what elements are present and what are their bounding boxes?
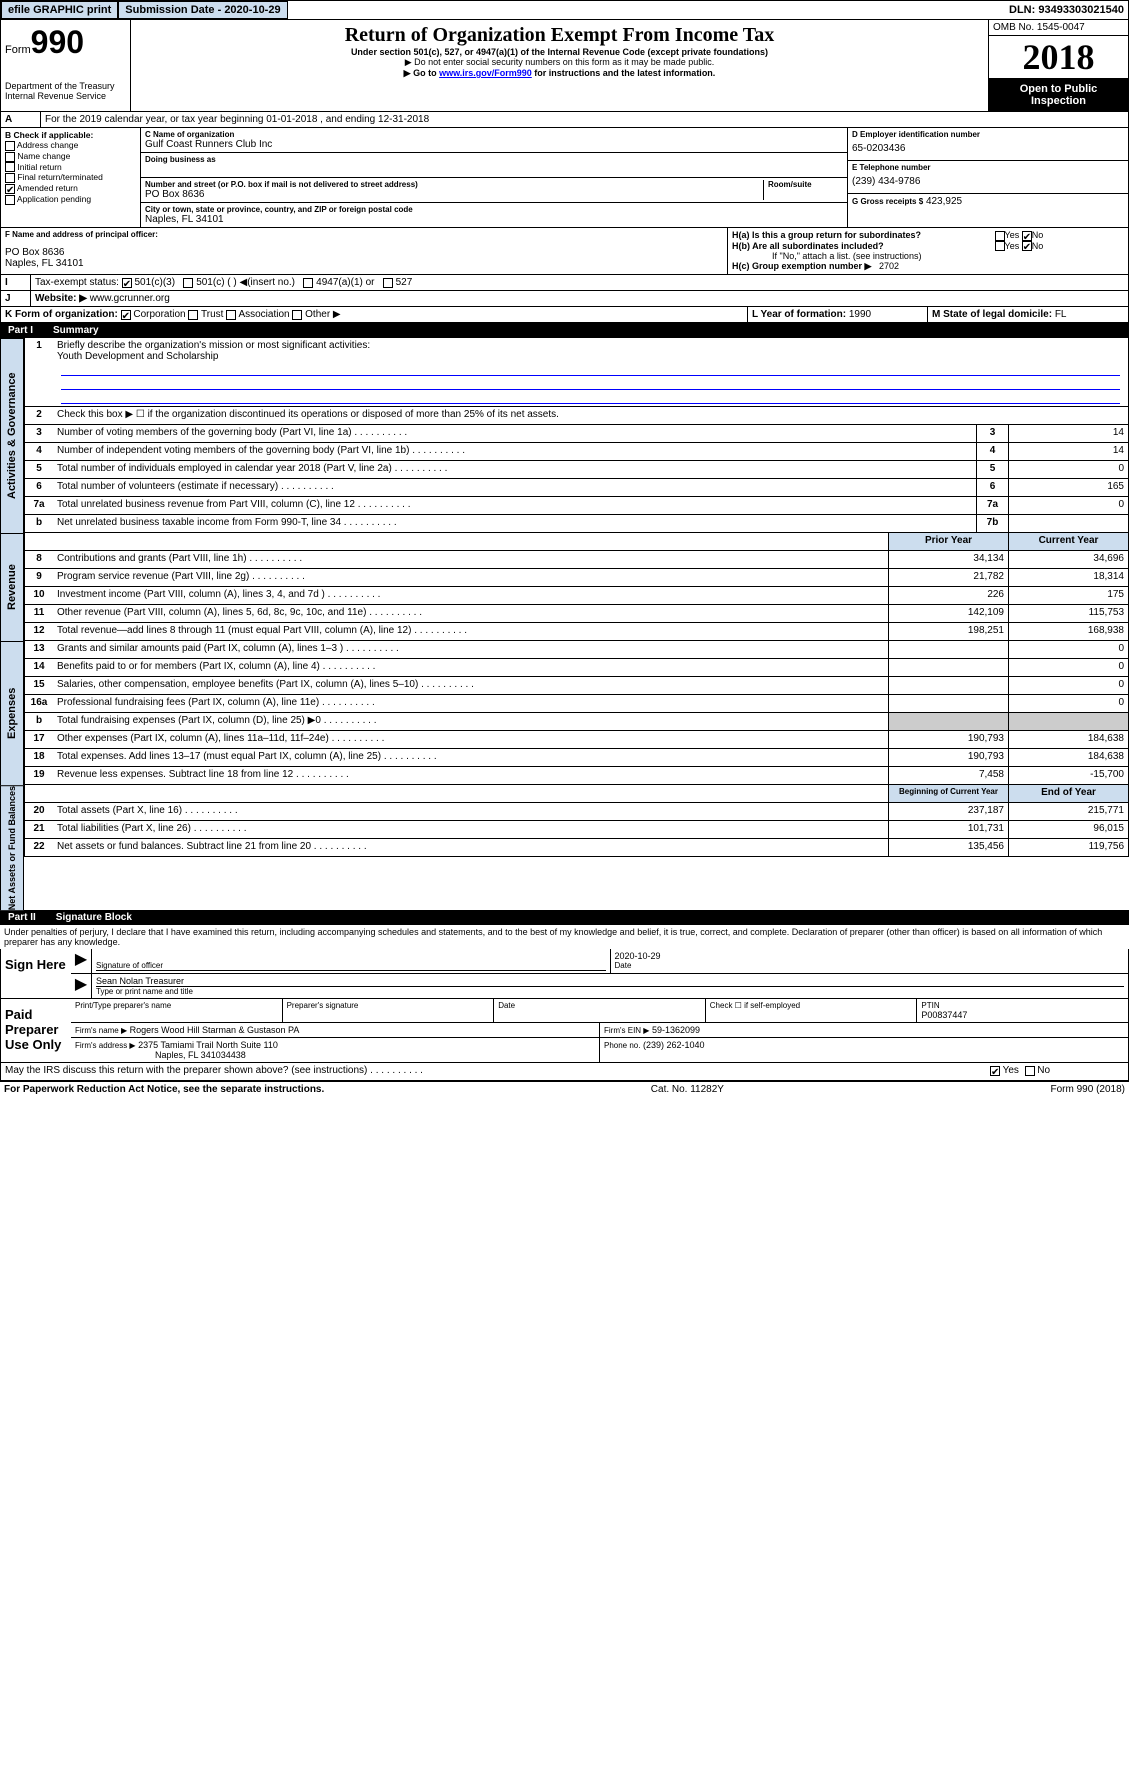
omb-number: OMB No. 1545-0047 [989, 20, 1128, 36]
rev-line: 11Other revenue (Part VIII, column (A), … [24, 605, 1129, 623]
revenue-section: Revenue Prior YearCurrent Year 8Contribu… [0, 533, 1129, 641]
exp-label: Expenses [0, 641, 24, 785]
exp-line: 13Grants and similar amounts paid (Part … [24, 641, 1129, 659]
dept-label: Department of the Treasury Internal Reve… [5, 81, 126, 101]
irs-link[interactable]: www.irs.gov/Form990 [439, 68, 532, 78]
gov-line: 4Number of independent voting members of… [24, 443, 1129, 461]
gov-line: bNet unrelated business taxable income f… [24, 515, 1129, 533]
rev-label: Revenue [0, 533, 24, 641]
open-public: Open to Public Inspection [989, 79, 1128, 111]
discuss-row: May the IRS discuss this return with the… [0, 1063, 1129, 1081]
governance-section: Activities & Governance 1Briefly describ… [0, 338, 1129, 533]
rev-line: 8Contributions and grants (Part VIII, li… [24, 551, 1129, 569]
entity-block: B Check if applicable: Address change Na… [0, 128, 1129, 228]
submission-btn[interactable]: Submission Date - 2020-10-29 [118, 1, 287, 19]
exp-line: 15Salaries, other compensation, employee… [24, 677, 1129, 695]
form-org-row: K Form of organization: Corporation Trus… [0, 307, 1129, 323]
paid-preparer: Paid Preparer Use Only Print/Type prepar… [0, 999, 1129, 1063]
website-row: J Website: ▶ www.gcrunner.org [0, 291, 1129, 307]
rev-line: 10Investment income (Part VIII, column (… [24, 587, 1129, 605]
part2-header: Part II Signature Block [0, 910, 1129, 925]
exp-line: bTotal fundraising expenses (Part IX, co… [24, 713, 1129, 731]
gov-line: 7aTotal unrelated business revenue from … [24, 497, 1129, 515]
efile-btn[interactable]: efile GRAPHIC print [1, 1, 118, 19]
penalty-text: Under penalties of perjury, I declare th… [0, 925, 1129, 949]
net-line: 21Total liabilities (Part X, line 26)101… [24, 821, 1129, 839]
rev-line: 9Program service revenue (Part VIII, lin… [24, 569, 1129, 587]
expenses-section: Expenses 13Grants and similar amounts pa… [0, 641, 1129, 785]
footer: For Paperwork Reduction Act Notice, see … [0, 1081, 1129, 1097]
exp-line: 16aProfessional fundraising fees (Part I… [24, 695, 1129, 713]
exp-line: 19Revenue less expenses. Subtract line 1… [24, 767, 1129, 785]
tax-status-row: I Tax-exempt status: 501(c)(3) 501(c) ( … [0, 275, 1129, 291]
form-number: Form990 [5, 24, 126, 61]
officer-block: F Name and address of principal officer:… [0, 228, 1129, 275]
form-subtitle: Under section 501(c), 527, or 4947(a)(1)… [135, 47, 984, 57]
part1-header: Part I Summary [0, 323, 1129, 338]
exp-line: 14Benefits paid to or for members (Part … [24, 659, 1129, 677]
rev-line: 12Total revenue—add lines 8 through 11 (… [24, 623, 1129, 641]
gov-line: 6Total number of volunteers (estimate if… [24, 479, 1129, 497]
line-a: A For the 2019 calendar year, or tax yea… [0, 112, 1129, 128]
gov-line: 3Number of voting members of the governi… [24, 425, 1129, 443]
sign-here: Sign Here ▶ Signature of officer2020-10-… [0, 949, 1129, 999]
exp-line: 17Other expenses (Part IX, column (A), l… [24, 731, 1129, 749]
dln-text: DLN: 93493303021540 [1009, 4, 1128, 16]
top-bar: efile GRAPHIC print Submission Date - 20… [0, 0, 1129, 20]
tax-year: 2018 [989, 36, 1128, 79]
form-title: Return of Organization Exempt From Incom… [135, 24, 984, 47]
net-label: Net Assets or Fund Balances [0, 785, 24, 910]
gov-label: Activities & Governance [0, 338, 24, 533]
netassets-section: Net Assets or Fund Balances Beginning of… [0, 785, 1129, 910]
gov-line: 5Total number of individuals employed in… [24, 461, 1129, 479]
note1: ▶ Do not enter social security numbers o… [135, 57, 984, 68]
exp-line: 18Total expenses. Add lines 13–17 (must … [24, 749, 1129, 767]
net-line: 20Total assets (Part X, line 16)237,1872… [24, 803, 1129, 821]
section-d: D Employer identification number65-02034… [848, 128, 1128, 227]
form-header: Form990 Department of the Treasury Inter… [0, 20, 1129, 112]
section-b: B Check if applicable: Address change Na… [1, 128, 141, 227]
net-line: 22Net assets or fund balances. Subtract … [24, 839, 1129, 857]
note2: ▶ Go to www.irs.gov/Form990 for instruct… [135, 68, 984, 79]
section-c: C Name of organizationGulf Coast Runners… [141, 128, 848, 227]
